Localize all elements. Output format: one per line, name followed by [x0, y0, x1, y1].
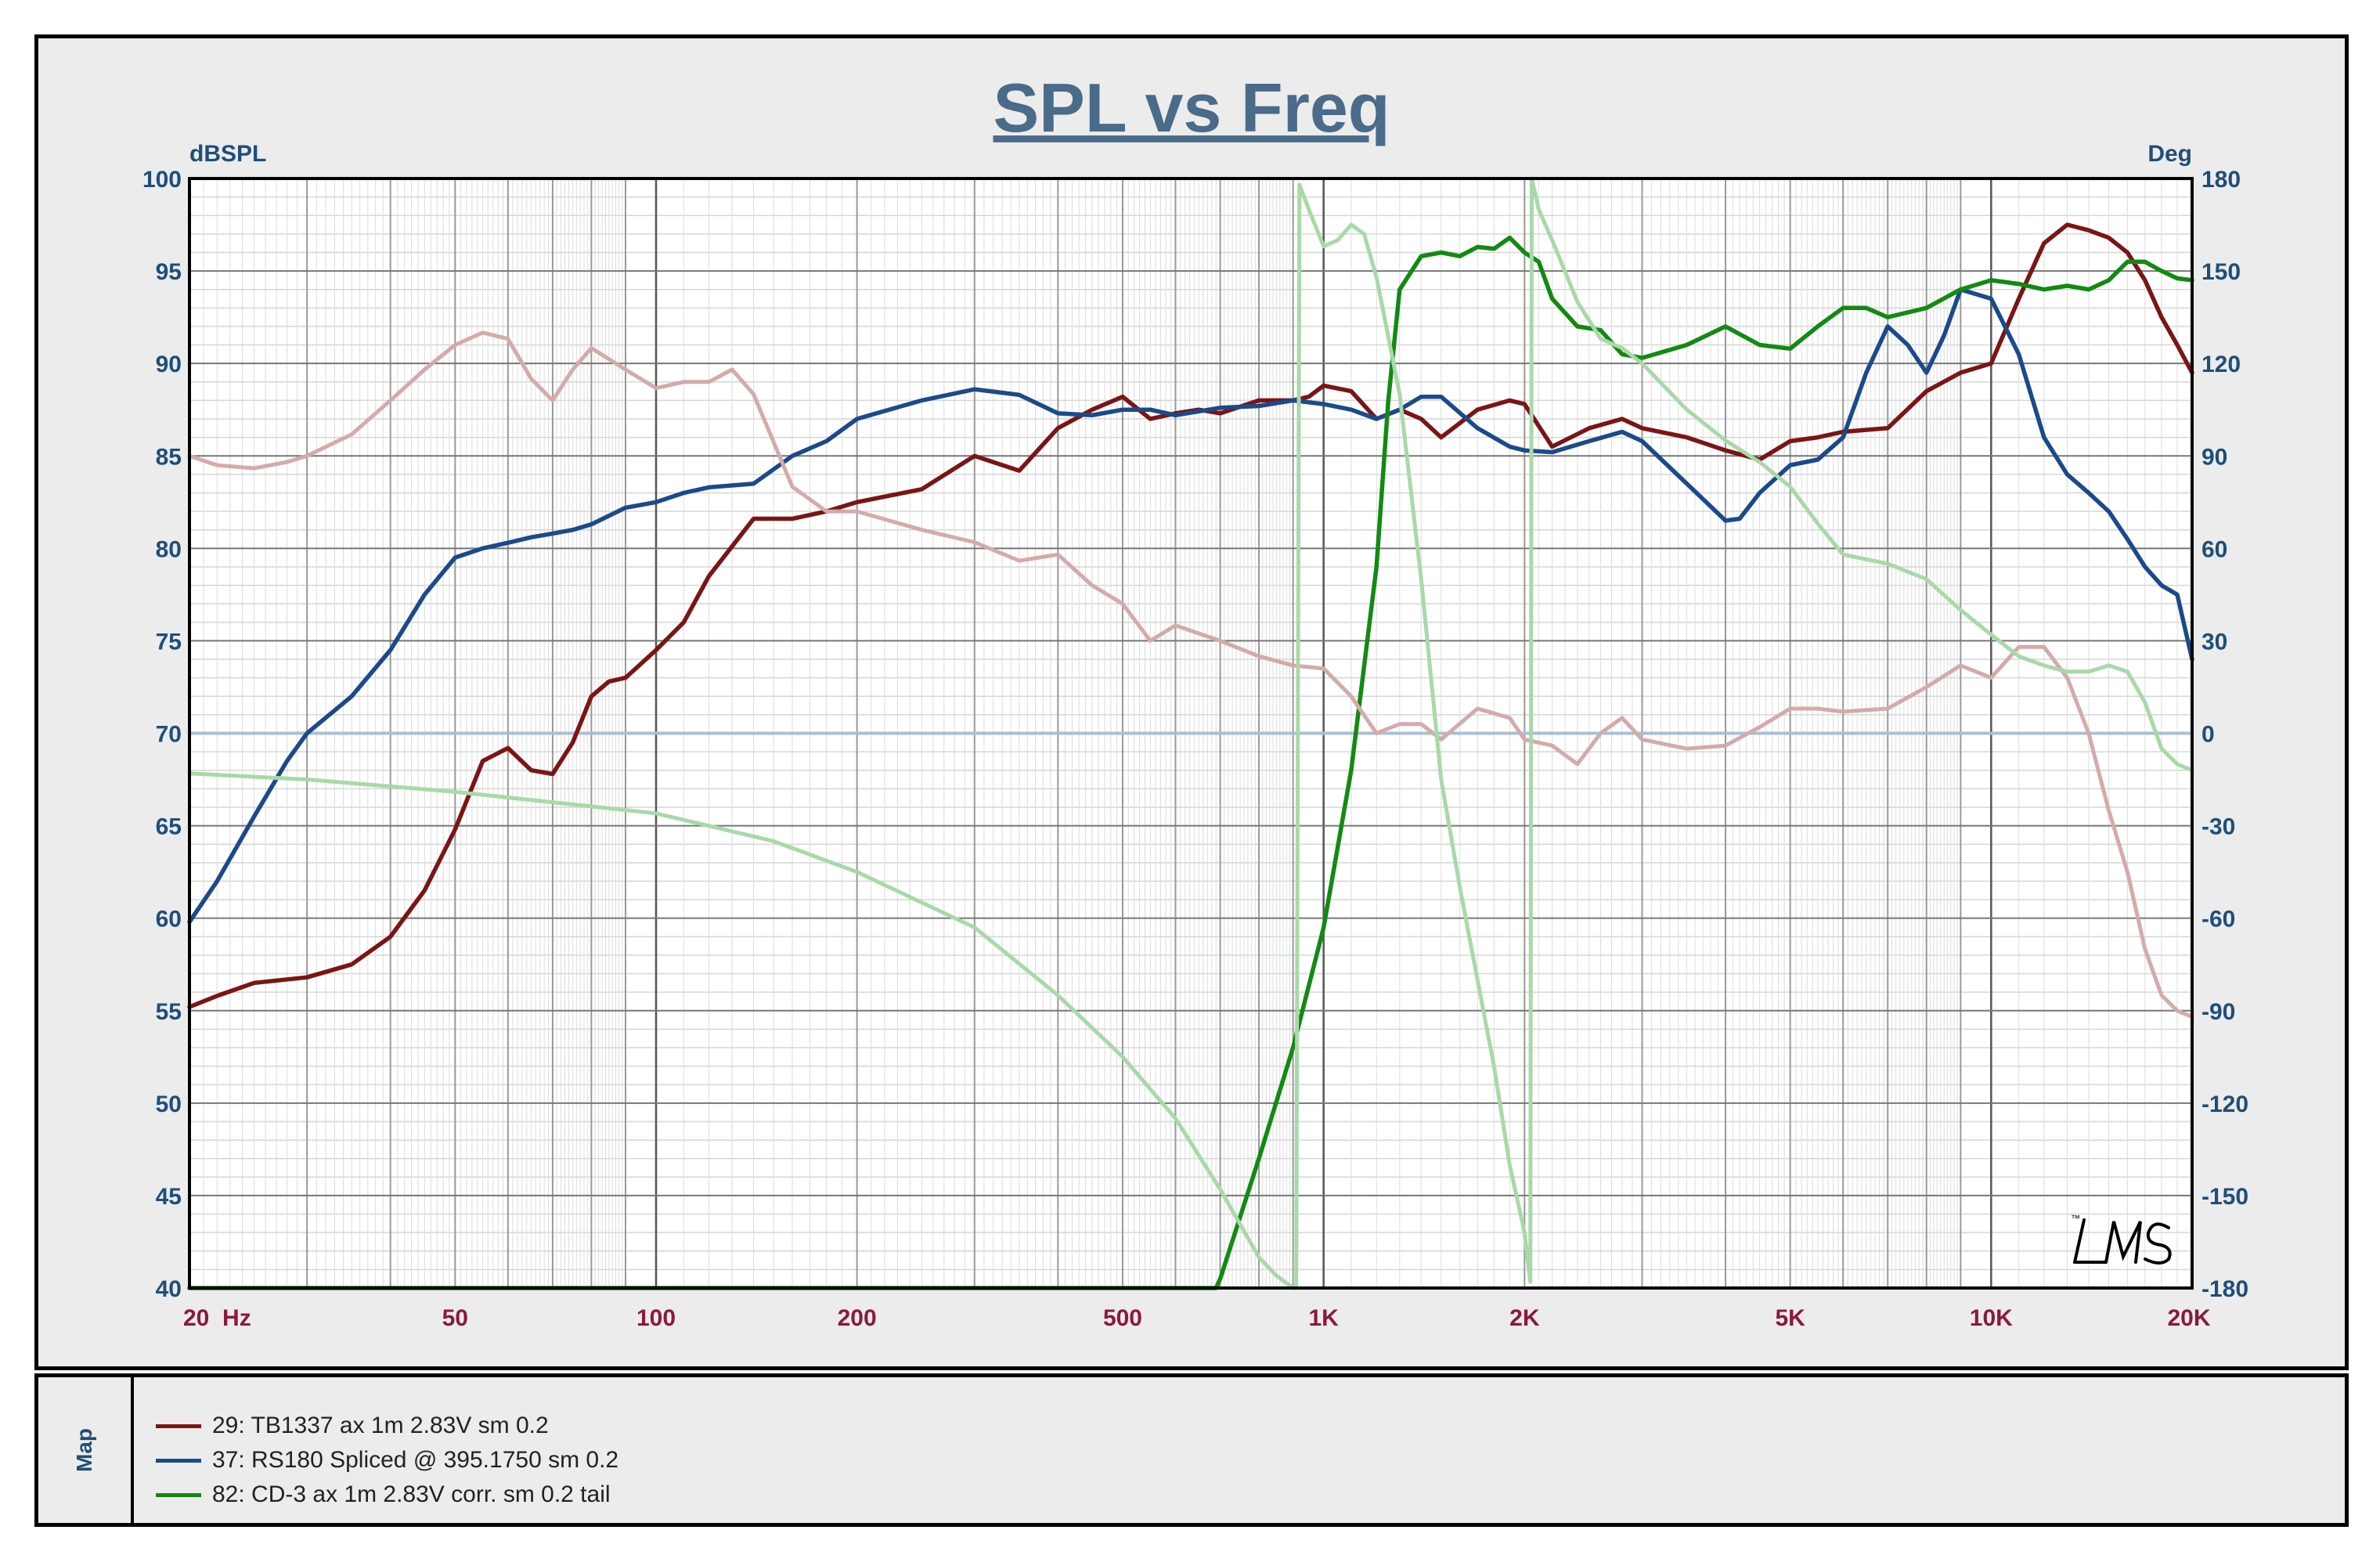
y2-tick-label: -150 — [2202, 1184, 2248, 1210]
y2-axis-label: Deg — [2147, 141, 2192, 167]
legend-label: 29: TB1337 ax 1m 2.83V sm 0.2 — [212, 1413, 549, 1438]
legend-item: 29: TB1337 ax 1m 2.83V sm 0.2 — [156, 1410, 549, 1442]
y-tick-label: 65 — [156, 814, 182, 840]
x-tick-label: 2K — [1509, 1305, 1540, 1331]
x-tick-label: 20 Hz — [183, 1305, 251, 1331]
svg-text:™: ™ — [2071, 1213, 2080, 1224]
y-tick-label: 75 — [156, 629, 182, 655]
phase-series-4 — [187, 176, 2194, 1290]
y2-tick-label: -180 — [2202, 1276, 2248, 1302]
legend-label: 37: RS180 Spliced @ 395.1750 sm 0.2 — [212, 1447, 619, 1473]
y-axis-label: dBSPL — [189, 141, 266, 167]
y-tick-label: 90 — [156, 352, 182, 377]
plot-area: 100 95 90 85 80 75 70 65 60 55 50 45 40 180 150 120 90 60… — [142, 167, 2248, 1331]
y2-tick-label: 30 — [2202, 629, 2227, 655]
phase-series-3 — [187, 330, 2194, 1019]
x-tick-label: 200 — [838, 1305, 877, 1331]
x-tick-label: 1K — [1308, 1305, 1339, 1331]
x-tick-label: 10K — [1970, 1305, 2013, 1331]
plot-border — [188, 177, 2194, 1290]
y-tick-label: 45 — [156, 1184, 182, 1210]
legend-panel: Map 29: TB1337 ax 1m 2.83V sm 0.2 37: RS… — [34, 1373, 2349, 1527]
legend-tab-label: Map — [72, 1428, 96, 1472]
chart-title: SPL vs Freq — [993, 69, 1390, 146]
y-tick-label: 85 — [156, 444, 182, 470]
y2-tick-label: 120 — [2202, 352, 2241, 377]
lms-logo: ™ — [2071, 1213, 2172, 1265]
legend-tab[interactable]: Map — [38, 1377, 134, 1523]
y-tick-label: 40 — [156, 1276, 182, 1302]
y-tick-label: 55 — [156, 999, 182, 1025]
legend-item: 37: RS180 Spliced @ 395.1750 sm 0.2 — [156, 1445, 618, 1476]
x-tick-label: 20K — [2167, 1305, 2210, 1331]
y2-tick-label: 150 — [2202, 259, 2241, 285]
y2-tick-label: 90 — [2202, 444, 2227, 470]
legend-label: 82: CD-3 ax 1m 2.83V corr. sm 0.2 tail — [212, 1481, 611, 1507]
y-tick-label: 100 — [142, 167, 182, 193]
x-tick-label: 50 — [442, 1305, 468, 1331]
legend-swatch — [156, 1423, 201, 1428]
legend-swatch — [156, 1458, 201, 1463]
y2-tick-label: 60 — [2202, 536, 2227, 562]
y2-tick-label: -90 — [2202, 999, 2235, 1025]
x-tick-label: 100 — [636, 1305, 676, 1331]
x-tick-label: 5K — [1775, 1305, 1805, 1331]
y-tick-label: 80 — [156, 536, 182, 562]
y2-tick-label: -120 — [2202, 1092, 2248, 1117]
spl-series-1 — [187, 287, 2194, 925]
y-tick-label: 50 — [156, 1092, 182, 1117]
y2-tick-label: 180 — [2202, 167, 2241, 193]
y-tick-label: 70 — [156, 722, 182, 748]
x-tick-label: 500 — [1103, 1305, 1142, 1331]
y2-tick-label: 0 — [2202, 722, 2215, 748]
y2-tick-label: -30 — [2202, 814, 2235, 840]
y-tick-label: 95 — [156, 259, 182, 285]
y-tick-label: 60 — [156, 907, 182, 933]
legend-item: 82: CD-3 ax 1m 2.83V corr. sm 0.2 tail — [156, 1479, 611, 1510]
legend-swatch — [156, 1492, 201, 1497]
y2-tick-label: -60 — [2202, 907, 2235, 933]
